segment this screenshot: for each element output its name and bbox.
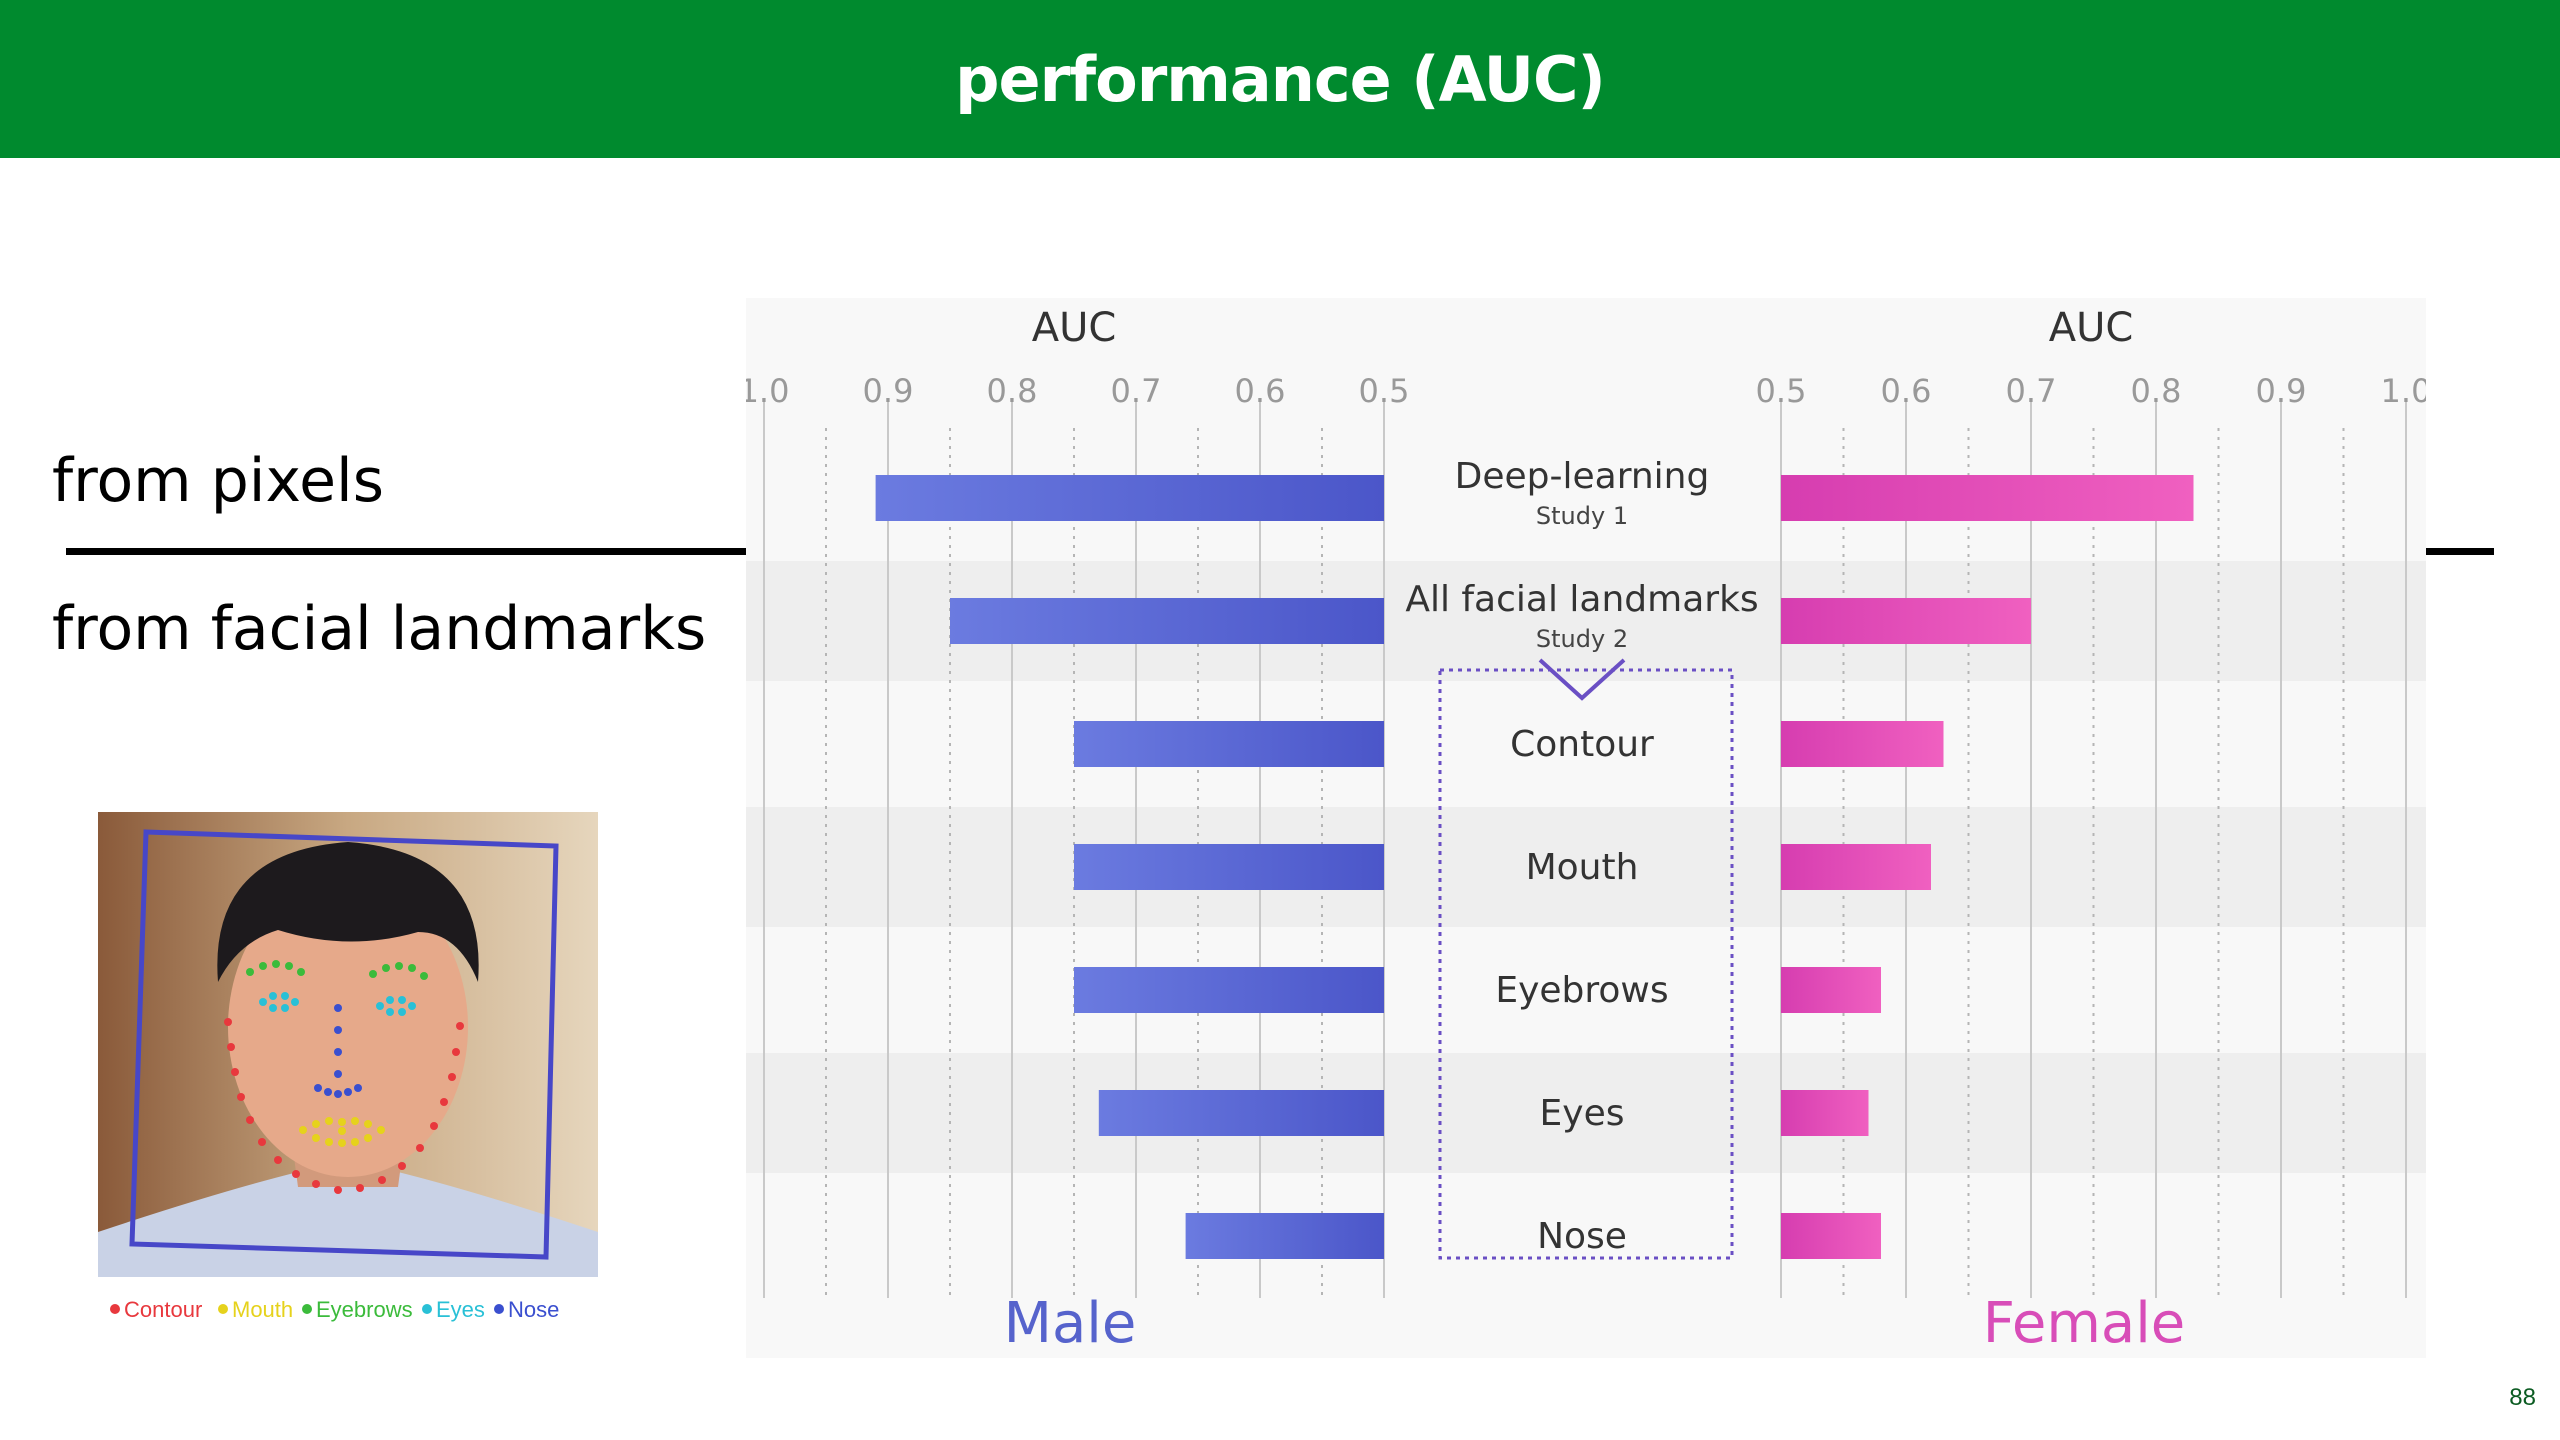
bar-female: [1781, 967, 1881, 1013]
legend-swatch: [422, 1304, 432, 1314]
tick-label-left: 0.7: [1111, 372, 1162, 410]
series-label-female: Female: [1983, 1291, 2185, 1356]
category-sublabel: Study 1: [1536, 502, 1628, 530]
page-number: 88: [2509, 1384, 2536, 1411]
bar-male: [950, 598, 1384, 644]
face-landmarks-photo: Contour Mouth Eyebrows Eyes Nose: [98, 812, 598, 1332]
category-label: Eyes: [1540, 1093, 1625, 1134]
legend-label: Mouth: [232, 1297, 293, 1322]
category-label: Eyebrows: [1495, 970, 1668, 1011]
bar-male: [1074, 844, 1384, 890]
legend-swatch: [494, 1304, 504, 1314]
auc-chart-svg: AUC AUC 1.0 0.9 0.8 0.7 0.6 0.5 0.5 0.6 0.7 0.8 0.…: [739, 298, 2431, 1358]
label-from-pixels: from pixels: [52, 446, 384, 516]
legend-label: Eyes: [436, 1297, 485, 1322]
tick-label-right: 0.9: [2256, 372, 2307, 410]
legend-label: Nose: [508, 1297, 559, 1322]
tick-label-right: 0.6: [1881, 372, 1932, 410]
category-label: Nose: [1537, 1216, 1627, 1257]
bar-male: [1098, 1090, 1384, 1136]
study2-bracket-chevron: [1538, 658, 1626, 701]
row-band: [746, 807, 2426, 927]
legend-swatch: [218, 1304, 228, 1314]
row-band: [746, 1053, 2426, 1173]
category-label: Mouth: [1526, 847, 1639, 888]
bar-female: [1781, 1213, 1881, 1259]
face-landmarks-illustration: Contour Mouth Eyebrows Eyes Nose: [98, 812, 598, 1332]
eye-points: [259, 992, 416, 1016]
bar-female: [1781, 598, 2031, 644]
series-label-male: Male: [1004, 1291, 1137, 1356]
tick-label-left: 0.5: [1359, 372, 1410, 410]
category-sublabel: Study 2: [1536, 625, 1628, 653]
legend-label: Contour: [124, 1297, 202, 1322]
auc-chart: AUC AUC 1.0 0.9 0.8 0.7 0.6 0.5 0.5 0.6 0.7 0.8 0.…: [739, 298, 2431, 1363]
tick-label-right: 1.0: [2381, 372, 2426, 410]
bar-female: [1781, 475, 2194, 521]
category-label: Deep-learning: [1455, 456, 1710, 497]
title-bar: performance (AUC): [0, 0, 2560, 158]
tick-label-right: 0.5: [1756, 372, 1807, 410]
tick-label-left: 0.9: [863, 372, 914, 410]
legend-swatch: [302, 1304, 312, 1314]
slide-title: performance (AUC): [955, 42, 1606, 116]
tick-label-right: 0.7: [2006, 372, 2057, 410]
mouth-points: [299, 1117, 385, 1147]
axis-title-left: AUC: [1032, 305, 1117, 351]
tick-label-left: 1.0: [746, 372, 789, 410]
nose-points: [314, 1004, 362, 1098]
bar-male: [1185, 1213, 1384, 1259]
bar-male: [1074, 721, 1384, 767]
legend-swatch: [110, 1304, 120, 1314]
tick-label-left: 0.6: [1235, 372, 1286, 410]
bar-female: [1781, 721, 1944, 767]
axis-title-right: AUC: [2049, 305, 2134, 351]
legend-label: Eyebrows: [316, 1297, 413, 1322]
bar-female: [1781, 1090, 1869, 1136]
tick-label-left: 0.8: [987, 372, 1038, 410]
tick-label-right: 0.8: [2131, 372, 2182, 410]
landmark-subgroup-box: [1438, 668, 1734, 1260]
contour-points: [224, 1018, 464, 1194]
eyebrow-points: [246, 960, 428, 980]
bar-male: [875, 475, 1384, 521]
category-label: Contour: [1510, 724, 1654, 765]
bar-male: [1074, 967, 1384, 1013]
label-from-facial-landmarks: from facial landmarks: [52, 594, 707, 664]
category-label: All facial landmarks: [1405, 579, 1758, 620]
bar-female: [1781, 844, 1931, 890]
